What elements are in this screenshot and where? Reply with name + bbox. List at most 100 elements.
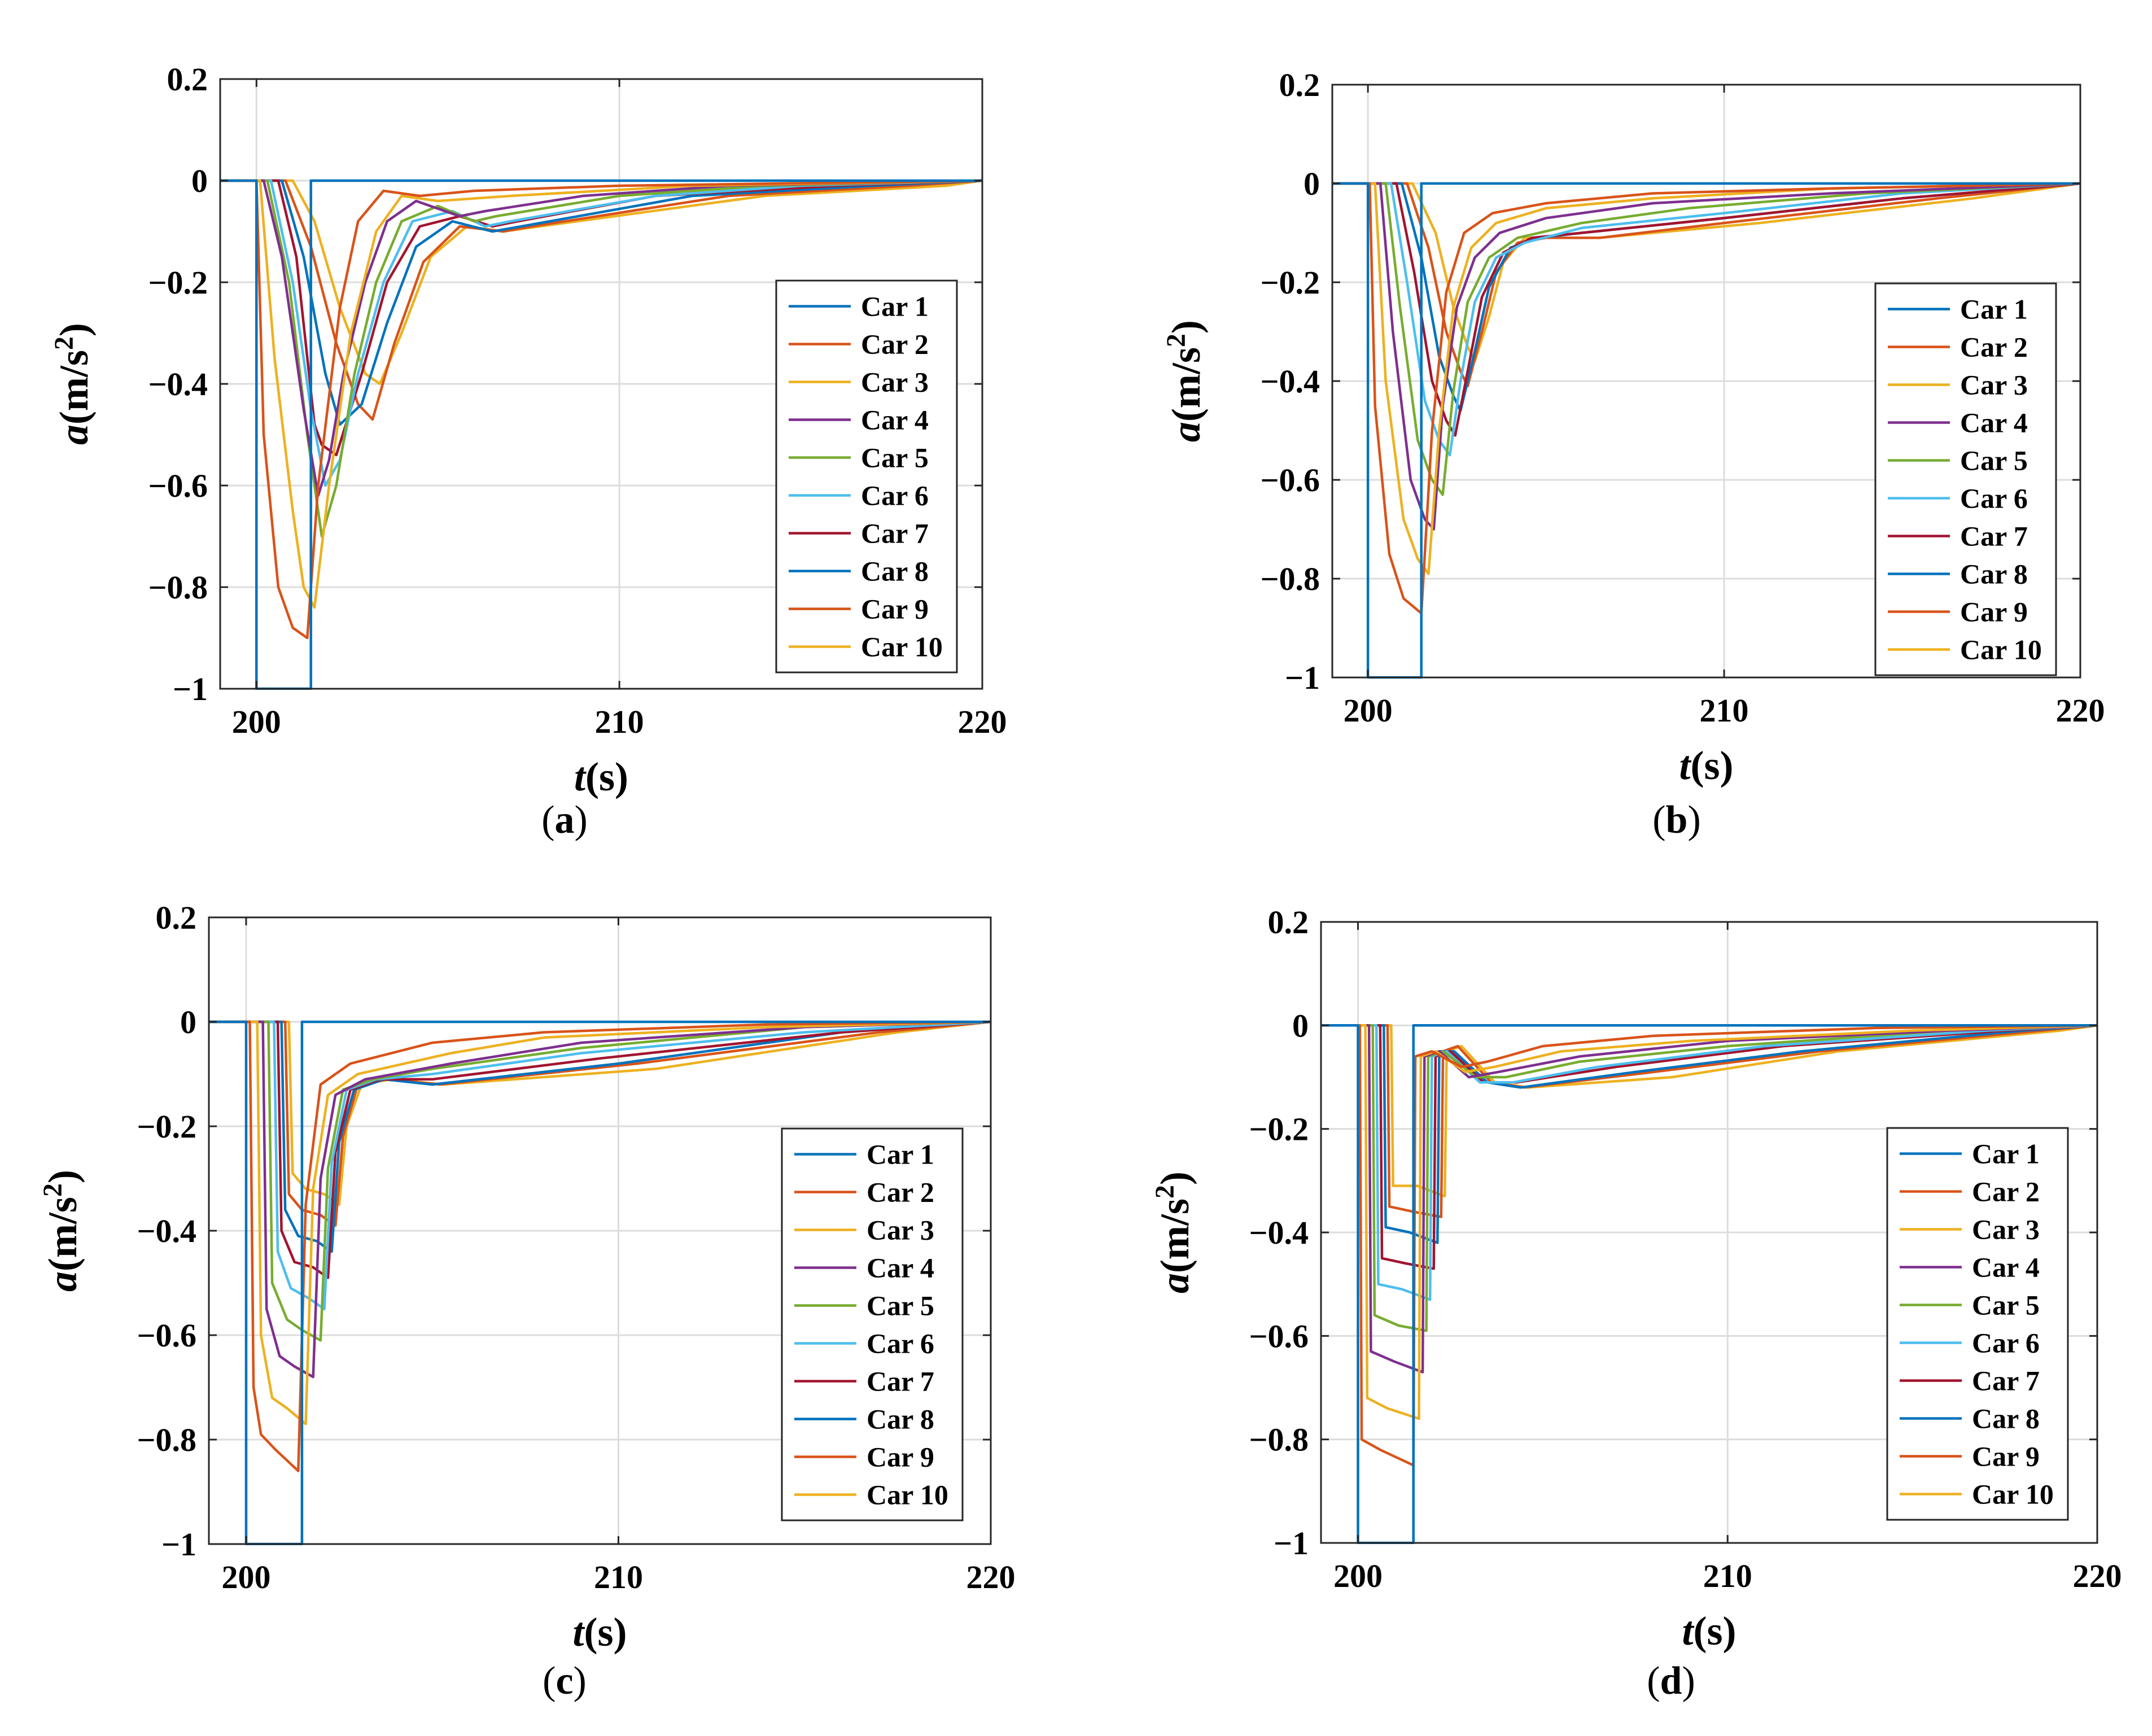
legend-label: Car 8 bbox=[1960, 558, 2028, 590]
x-tick-label: 220 bbox=[958, 703, 1007, 740]
series-line-car-9 bbox=[220, 179, 982, 421]
legend-label: Car 3 bbox=[1972, 1214, 2040, 1245]
x-tick-label: 210 bbox=[595, 703, 644, 740]
y-tick-label: −0.8 bbox=[1249, 1422, 1309, 1458]
legend-label: Car 1 bbox=[1960, 294, 2028, 325]
legend-label: Car 6 bbox=[867, 1328, 934, 1359]
series-group bbox=[1321, 1024, 2097, 1544]
legend-label: Car 1 bbox=[1972, 1138, 2040, 1170]
series-group bbox=[209, 1020, 991, 1545]
x-axis-label: t(s) bbox=[574, 754, 628, 799]
x-tick-label: 200 bbox=[221, 1559, 270, 1595]
legend-label: Car 6 bbox=[1960, 483, 2028, 514]
legend-label: Car 2 bbox=[1972, 1176, 2040, 1208]
y-tick-label: −0.8 bbox=[1260, 561, 1320, 597]
x-tick-label: 220 bbox=[2056, 692, 2105, 729]
series-line-car-10 bbox=[1321, 1024, 2097, 1198]
legend-label: Car 8 bbox=[1972, 1403, 2040, 1435]
legend-label: Car 10 bbox=[867, 1479, 948, 1511]
series-group bbox=[220, 179, 982, 690]
legend-label: Car 5 bbox=[1960, 445, 2028, 476]
legend-label: Car 3 bbox=[861, 366, 929, 398]
y-tick-label: −0.4 bbox=[148, 366, 208, 403]
chart-panel-d: 200 210 220 0.2 0 −0.2 −0.4 −0.6 −0.8 −1 t(s) a(m/s… bbox=[1150, 904, 2122, 1703]
panel-label: (d) bbox=[1647, 1659, 1695, 1703]
series-line-car-10 bbox=[1332, 182, 2080, 363]
y-tick-label: −0.8 bbox=[137, 1422, 196, 1458]
series-line-car-6 bbox=[220, 179, 982, 487]
legend-label: Car 5 bbox=[861, 442, 929, 474]
series-line-car-4 bbox=[1332, 182, 2080, 531]
y-tick-label: −0.4 bbox=[1260, 363, 1320, 400]
y-tick-label: 0 bbox=[191, 163, 208, 199]
x-tick-label: 220 bbox=[2073, 1558, 2122, 1594]
y-tick-label: 0 bbox=[180, 1004, 196, 1040]
series-line-car-5 bbox=[1321, 1024, 2097, 1332]
series-line-car-6 bbox=[1321, 1024, 2097, 1301]
y-tick-label: 0.2 bbox=[1279, 67, 1320, 103]
x-tick-label: 220 bbox=[966, 1559, 1016, 1595]
legend: Car 1 Car 2 Car 3 Car 4 Car 5 Car 6 Car 7 Car 8… bbox=[781, 1127, 964, 1521]
y-axis-label: a(m/s2) bbox=[1150, 1171, 1197, 1293]
legend-label: Car 4 bbox=[861, 404, 929, 436]
legend-label: Car 9 bbox=[1960, 596, 2028, 628]
y-tick-label: 0 bbox=[1292, 1007, 1309, 1044]
legend-label: Car 10 bbox=[861, 631, 943, 663]
x-axis-label: t(s) bbox=[573, 1610, 627, 1655]
legend: Car 1 Car 2 Car 3 Car 4 Car 5 Car 6 Car 7 Car 8… bbox=[1874, 282, 2057, 676]
legend-label: Car 6 bbox=[861, 480, 929, 511]
series-line-car-5 bbox=[209, 1020, 991, 1342]
legend-label: Car 8 bbox=[867, 1403, 934, 1435]
x-tick-label: 210 bbox=[1703, 1558, 1752, 1594]
legend-label: Car 6 bbox=[1972, 1327, 2040, 1359]
y-tick-label: −0.6 bbox=[1260, 462, 1320, 499]
x-tick-label: 200 bbox=[232, 703, 281, 740]
legend-label: Car 2 bbox=[861, 329, 929, 360]
y-tick-label: −0.2 bbox=[1249, 1111, 1309, 1148]
x-tick-label: 210 bbox=[594, 1559, 643, 1595]
panel-label: (b) bbox=[1652, 798, 1701, 842]
legend-label: Car 5 bbox=[867, 1290, 934, 1322]
y-tick-label: −0.6 bbox=[1249, 1318, 1309, 1354]
y-tick-label: −0.4 bbox=[137, 1213, 196, 1249]
y-tick-label: −0.2 bbox=[1260, 264, 1320, 301]
series-line-car-5 bbox=[220, 179, 982, 538]
series-line-car-8 bbox=[1321, 1024, 2097, 1244]
legend-label: Car 2 bbox=[867, 1177, 934, 1208]
y-tick-label: −0.6 bbox=[137, 1317, 196, 1354]
x-tick-label: 200 bbox=[1333, 1558, 1383, 1594]
series-line-car-5 bbox=[1332, 182, 2080, 496]
y-tick-label: 0 bbox=[1304, 165, 1320, 202]
x-tick-label: 210 bbox=[1700, 692, 1749, 729]
legend-box bbox=[775, 279, 958, 674]
series-line-car-3 bbox=[1332, 182, 2080, 575]
legend-label: Car 4 bbox=[1972, 1252, 2040, 1283]
y-tick-label: −1 bbox=[1274, 1525, 1309, 1562]
legend-label: Car 4 bbox=[867, 1252, 934, 1284]
series-line-car-2 bbox=[220, 179, 982, 640]
legend-label: Car 2 bbox=[1960, 331, 2028, 363]
series-line-car-7 bbox=[209, 1020, 991, 1279]
series-line-car-3 bbox=[220, 179, 982, 609]
y-tick-label: −0.2 bbox=[137, 1108, 196, 1145]
chart-panel-a: 200 210 220 0.2 0 −0.2 −0.4 −0.6 −0.8 −1 t(s) a(m/s… bbox=[49, 61, 1007, 842]
series-line-car-3 bbox=[1321, 1024, 2097, 1420]
legend-box bbox=[1886, 1127, 2069, 1521]
legend-label: Car 7 bbox=[867, 1366, 934, 1397]
x-tick-label: 200 bbox=[1344, 692, 1393, 729]
y-axis-label: a(m/s2) bbox=[38, 1170, 85, 1292]
series-line-car-7 bbox=[1321, 1024, 2097, 1270]
legend-label: Car 4 bbox=[1960, 407, 2028, 439]
series-line-car-9 bbox=[1332, 182, 2080, 388]
series-line-car-10 bbox=[220, 179, 982, 386]
legend: Car 1 Car 2 Car 3 Car 4 Car 5 Car 6 Car 7 Car 8… bbox=[1886, 1127, 2069, 1521]
y-tick-label: −0.6 bbox=[148, 467, 208, 504]
panel-label: (c) bbox=[543, 1659, 587, 1703]
chart-panel-b: 200 210 220 0.2 0 −0.2 −0.4 −0.6 −0.8 −1 t(s) a(m/s… bbox=[1161, 67, 2105, 842]
chart-panel-c: 200 210 220 0.2 0 −0.2 −0.4 −0.6 −0.8 −1 t(s) a(m/s… bbox=[38, 899, 1016, 1703]
series-line-car-8 bbox=[220, 179, 982, 426]
y-tick-label: −1 bbox=[173, 671, 208, 707]
y-tick-label: −0.2 bbox=[148, 264, 208, 301]
legend-label: Car 9 bbox=[867, 1441, 934, 1473]
